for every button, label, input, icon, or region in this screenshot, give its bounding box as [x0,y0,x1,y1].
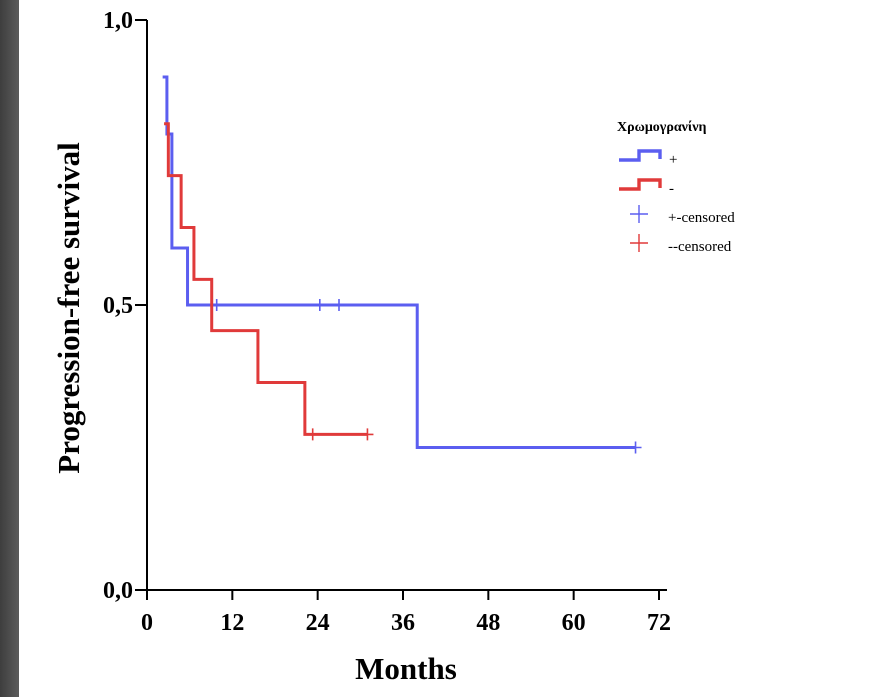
legend-line-swatch [619,149,662,162]
x-tick-label: 0 [141,610,153,636]
x-tick-label: 36 [391,610,415,636]
y-tick-label: 1,0 [103,8,133,34]
legend-title: Χρωμογρανίνη [617,120,706,135]
censor-mark [333,299,345,311]
kaplan-meier-chart: 0,0 0,5 1,0 0 12 24 36 48 60 72 Χρωμογρανίνη + - +-c… [51,8,735,686]
censor-mark [313,299,326,311]
x-tick-label: 24 [306,610,330,636]
chart-panel: 0,0 0,5 1,0 0 12 24 36 48 60 72 Χρωμογρανίνη + - +-c… [19,0,892,697]
legend-censor-swatch [630,205,648,223]
y-tick-label: 0,5 [103,293,133,319]
legend-entry-label: + [669,152,677,168]
censor-mark [629,441,642,454]
legend-line-swatch [619,178,662,191]
y-tick-label: 0,0 [103,578,133,604]
censor-mark [361,428,374,441]
survival-line [162,75,636,449]
series-negative [164,122,374,441]
x-tick-label: 12 [220,610,244,636]
x-tick-label: 60 [562,610,586,636]
x-tick-label: 48 [476,610,500,636]
series-positive [162,75,642,454]
legend-entry-label: +-censored [668,210,735,226]
axes: 0,0 0,5 1,0 0 12 24 36 48 60 72 [103,8,671,636]
censor-mark [306,428,319,441]
legend-censor-swatch [630,234,648,252]
legend-entry-label: - [669,181,674,197]
y-axis-title: Progression-free survival [51,142,86,474]
legend: Χρωμογρανίνη + - +-censored --censored [617,120,735,255]
x-tick-label: 72 [647,610,671,636]
series-layer [162,75,642,454]
legend-entry-label: --censored [668,239,732,255]
survival-line [164,122,368,436]
x-axis-title: Months [355,651,457,686]
